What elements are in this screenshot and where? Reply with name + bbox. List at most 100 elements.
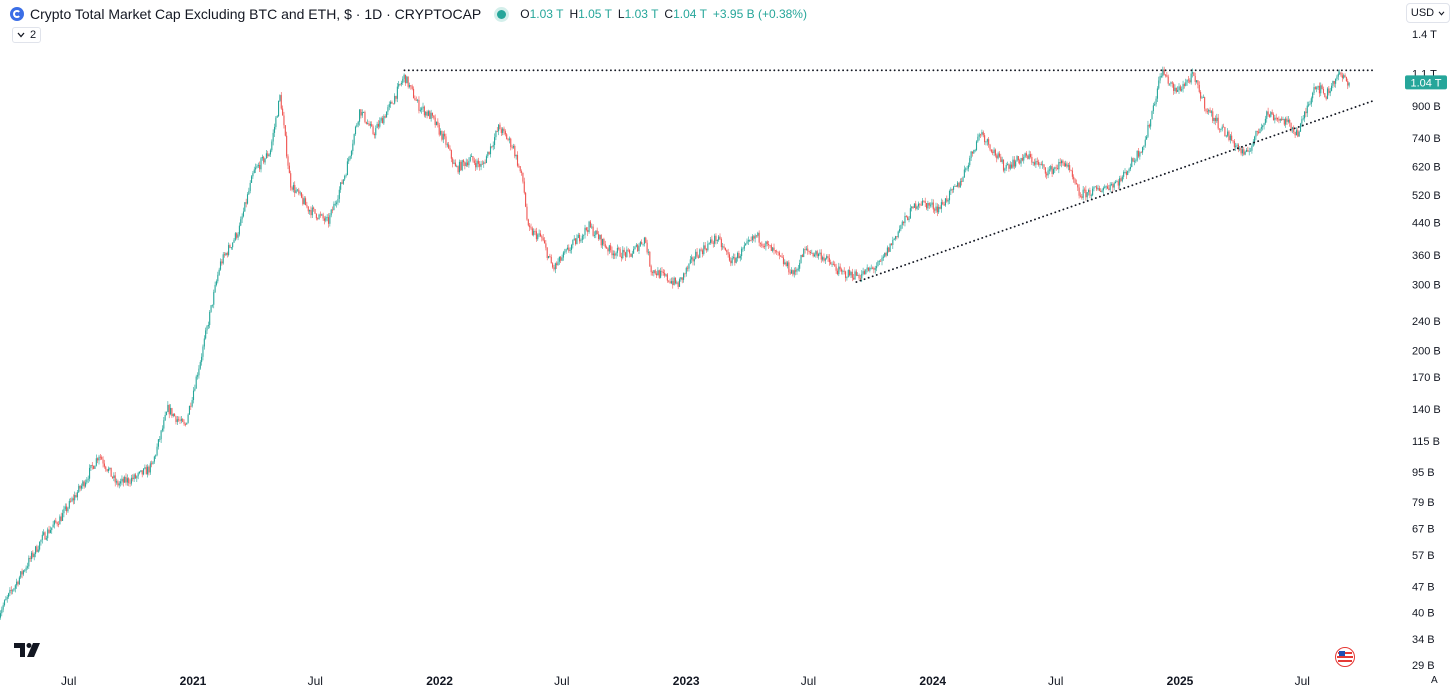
chart-title[interactable]: Crypto Total Market Cap Excluding BTC an… <box>30 6 482 22</box>
candle <box>978 134 980 137</box>
candle <box>89 467 91 479</box>
candle <box>460 161 462 171</box>
candle <box>1077 184 1079 188</box>
candle <box>120 481 122 484</box>
candle <box>921 200 924 206</box>
auto-scale-toggle[interactable]: A <box>1431 675 1438 686</box>
candle <box>866 267 868 270</box>
candle <box>363 111 365 113</box>
candle <box>1090 195 1092 197</box>
candle <box>624 252 627 257</box>
candle <box>1328 88 1330 94</box>
candle <box>233 239 235 243</box>
collapse-indicators-button[interactable]: 2 <box>12 27 42 43</box>
candle <box>951 189 953 191</box>
candle <box>892 239 894 246</box>
candle <box>261 156 263 159</box>
candle <box>1304 111 1306 119</box>
candle <box>1217 117 1219 129</box>
candle <box>755 235 758 237</box>
candle <box>245 202 247 204</box>
candle <box>1233 141 1235 148</box>
candle <box>526 206 528 220</box>
candle <box>1286 118 1288 122</box>
candle <box>583 234 585 236</box>
candle <box>314 208 316 214</box>
candle <box>1059 162 1061 164</box>
indicator-count: 2 <box>30 29 37 41</box>
candle <box>930 204 932 206</box>
candle <box>489 146 492 155</box>
candle <box>186 422 188 425</box>
candle <box>1100 190 1102 193</box>
candle <box>647 251 650 253</box>
region-flag-icon[interactable] <box>1335 647 1355 667</box>
candle <box>234 233 236 240</box>
candle <box>1012 159 1014 168</box>
candle <box>1336 76 1338 80</box>
candle <box>257 164 259 167</box>
candle <box>1142 147 1144 153</box>
candle <box>408 85 411 87</box>
candle <box>1110 184 1113 185</box>
candle <box>375 128 377 136</box>
candle <box>939 206 941 209</box>
tradingview-logo-icon <box>14 643 40 657</box>
last-price-label: 1.04 T <box>1411 77 1442 89</box>
candle <box>820 252 822 260</box>
candle <box>1223 126 1225 128</box>
candle <box>1154 104 1156 106</box>
candle <box>153 456 155 462</box>
candle <box>693 258 695 262</box>
candle <box>912 206 914 208</box>
candle <box>1092 188 1094 196</box>
candle <box>1326 88 1329 99</box>
candle <box>749 239 751 241</box>
candle <box>238 225 240 235</box>
candle <box>943 204 945 206</box>
candle <box>1175 87 1177 92</box>
candle <box>1225 135 1227 137</box>
candle <box>1155 98 1157 105</box>
candle <box>290 173 292 188</box>
time-tick-label: Jul <box>308 674 323 688</box>
candle <box>349 156 351 159</box>
candle <box>78 485 80 493</box>
currency-selector[interactable]: USD <box>1406 3 1450 23</box>
candle <box>354 126 357 135</box>
candle <box>1241 149 1244 154</box>
candle <box>1221 126 1223 130</box>
candle <box>1035 161 1037 165</box>
candle <box>610 245 612 251</box>
candle <box>656 273 658 276</box>
price-tick-label: 40 B <box>1412 608 1435 620</box>
candle <box>980 134 982 136</box>
candle <box>279 95 281 101</box>
candle <box>313 207 315 209</box>
candle <box>1186 79 1188 83</box>
candle <box>275 117 277 127</box>
candle <box>687 267 689 269</box>
candle <box>955 186 957 187</box>
candle <box>809 252 812 254</box>
time-axis[interactable]: Jul 2021 Jul 2022 Jul 2023 Jul 2024 Jul 2025 Jul <box>61 674 1310 688</box>
candle <box>908 218 910 221</box>
candle <box>924 201 926 204</box>
candle <box>695 251 697 259</box>
candle <box>210 305 212 312</box>
candle <box>641 242 643 245</box>
candle <box>1348 82 1350 86</box>
candle <box>1190 73 1192 83</box>
candle <box>1129 167 1131 170</box>
candle <box>886 247 888 256</box>
candle <box>167 404 169 412</box>
support-trendline[interactable] <box>855 99 1375 283</box>
candle <box>1116 181 1118 183</box>
candle <box>917 203 920 207</box>
candle <box>984 135 986 143</box>
candle <box>287 156 289 166</box>
candle <box>1308 104 1310 106</box>
candle <box>831 263 833 265</box>
